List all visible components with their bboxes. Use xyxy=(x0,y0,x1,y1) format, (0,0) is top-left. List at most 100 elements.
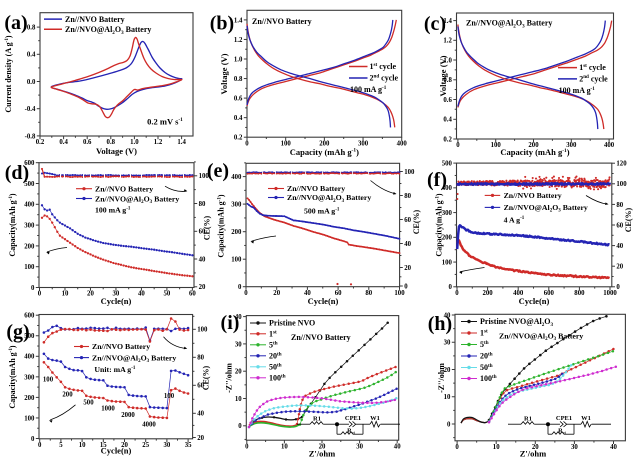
svg-text:1.0: 1.0 xyxy=(234,56,243,63)
svg-text:500: 500 xyxy=(24,333,35,340)
svg-text:40: 40 xyxy=(616,243,623,250)
svg-text:300: 300 xyxy=(24,374,35,381)
svg-text:1000: 1000 xyxy=(101,406,115,413)
svg-text:0: 0 xyxy=(38,291,42,298)
svg-text:1st: 1st xyxy=(269,329,277,338)
svg-text:80: 80 xyxy=(197,355,204,362)
svg-text:600: 600 xyxy=(24,160,35,167)
svg-text:100: 100 xyxy=(281,140,292,147)
svg-text:4 A g-1: 4 A g-1 xyxy=(504,215,525,224)
svg-text:20th: 20th xyxy=(480,352,493,361)
svg-text:60: 60 xyxy=(189,291,196,298)
svg-text:120: 120 xyxy=(616,161,627,168)
svg-text:80: 80 xyxy=(616,202,623,209)
svg-text:300: 300 xyxy=(566,142,577,149)
svg-text:Zn//NVO@Al2O3 Battery: Zn//NVO@Al2O3 Battery xyxy=(287,193,371,204)
svg-text:10: 10 xyxy=(79,442,86,449)
svg-text:2nd cycle: 2nd cycle xyxy=(370,74,399,83)
svg-text:Voltage (V): Voltage (V) xyxy=(438,55,448,96)
svg-text:Zn//NVO@Al2O3 Battery: Zn//NVO@Al2O3 Battery xyxy=(95,194,179,205)
svg-text:500 mA g-1: 500 mA g-1 xyxy=(304,207,340,216)
svg-text:500: 500 xyxy=(24,181,35,188)
svg-text:0: 0 xyxy=(456,142,460,149)
svg-text:80: 80 xyxy=(404,193,411,200)
svg-text:10: 10 xyxy=(444,394,451,401)
svg-text:40: 40 xyxy=(304,290,311,297)
svg-text:400: 400 xyxy=(231,174,242,181)
svg-text:100: 100 xyxy=(404,169,415,176)
svg-text:20th: 20th xyxy=(269,351,282,360)
svg-text:Voltage (V): Voltage (V) xyxy=(96,146,137,156)
svg-text:60: 60 xyxy=(404,217,411,224)
svg-text:200: 200 xyxy=(528,142,539,149)
svg-text:Unit: mA g-1: Unit: mA g-1 xyxy=(94,365,135,374)
svg-text:Cycle(n): Cycle(n) xyxy=(101,296,132,306)
svg-text:CPE1: CPE1 xyxy=(345,415,361,422)
svg-text:100: 100 xyxy=(231,257,242,264)
svg-text:Zn//NVO@Al2O3 Battery: Zn//NVO@Al2O3 Battery xyxy=(466,19,552,30)
svg-text:0: 0 xyxy=(404,283,408,290)
svg-text:(h): (h) xyxy=(428,313,452,335)
svg-text:Pristine NVO: Pristine NVO xyxy=(269,319,315,328)
svg-text:800: 800 xyxy=(574,290,585,297)
svg-text:W1: W1 xyxy=(581,415,591,422)
svg-text:(d): (d) xyxy=(5,162,29,184)
svg-text:50: 50 xyxy=(164,291,171,298)
svg-text:Cycle(n): Cycle(n) xyxy=(101,446,132,456)
svg-text:30: 30 xyxy=(356,443,363,450)
svg-text:80: 80 xyxy=(365,290,372,297)
svg-text:100: 100 xyxy=(43,377,54,384)
svg-text:Rct: Rct xyxy=(347,427,355,434)
svg-text:0: 0 xyxy=(244,290,248,297)
svg-text:10: 10 xyxy=(62,291,69,298)
svg-text:1st: 1st xyxy=(480,329,488,338)
svg-text:60: 60 xyxy=(197,383,204,390)
svg-text:5: 5 xyxy=(59,442,63,449)
svg-text:(g): (g) xyxy=(6,321,29,343)
svg-text:0: 0 xyxy=(245,140,249,147)
svg-text:10: 10 xyxy=(281,443,288,450)
svg-text:400: 400 xyxy=(513,290,524,297)
svg-text:Cycle(n): Cycle(n) xyxy=(519,296,550,306)
svg-text:300: 300 xyxy=(24,223,35,230)
svg-text:CPE1: CPE1 xyxy=(556,415,572,422)
svg-text:Zn//NVO Battery: Zn//NVO Battery xyxy=(287,184,345,193)
svg-text:Z'/ohm: Z'/ohm xyxy=(309,449,335,459)
svg-text:1.4: 1.4 xyxy=(234,17,243,24)
svg-text:40: 40 xyxy=(444,312,451,319)
svg-text:10: 10 xyxy=(493,444,500,451)
svg-text:Zn//NVO@Al2O3 Battery: Zn//NVO@Al2O3 Battery xyxy=(65,25,151,36)
svg-text:Zn//NVO Battery: Zn//NVO Battery xyxy=(291,333,351,342)
svg-text:0.8: 0.8 xyxy=(443,77,452,84)
svg-text:0.6: 0.6 xyxy=(83,139,92,146)
svg-text:400: 400 xyxy=(442,185,453,192)
svg-text:0.2: 0.2 xyxy=(443,136,452,143)
svg-text:0: 0 xyxy=(31,285,35,292)
svg-text:100: 100 xyxy=(394,290,405,297)
svg-text:-Z''/ohm: -Z''/ohm xyxy=(437,363,446,393)
svg-text:0.4: 0.4 xyxy=(234,115,243,122)
svg-text:100 mA g-1: 100 mA g-1 xyxy=(95,206,131,215)
svg-text:20: 20 xyxy=(532,444,539,451)
svg-text:500: 500 xyxy=(442,161,453,168)
svg-text:Pristine NVO@Al2O3: Pristine NVO@Al2O3 xyxy=(480,317,554,328)
svg-text:4000: 4000 xyxy=(142,422,156,429)
svg-text:300: 300 xyxy=(231,202,242,209)
svg-text:-0.4: -0.4 xyxy=(25,106,36,113)
svg-text:1.4: 1.4 xyxy=(443,18,452,25)
svg-text:Rct: Rct xyxy=(558,427,566,434)
svg-text:0: 0 xyxy=(31,436,35,443)
svg-text:100th: 100th xyxy=(480,374,497,383)
svg-text:0.8: 0.8 xyxy=(27,25,36,32)
svg-text:Zn//NVO Battery: Zn//NVO Battery xyxy=(252,17,312,26)
svg-text:1st cycle: 1st cycle xyxy=(370,62,397,71)
svg-text:0.6: 0.6 xyxy=(234,96,243,103)
svg-text:W1: W1 xyxy=(370,415,380,422)
svg-text:2nd cycle: 2nd cycle xyxy=(579,74,608,83)
svg-text:(b): (b) xyxy=(210,13,234,35)
svg-text:60: 60 xyxy=(199,229,206,236)
svg-text:R1: R1 xyxy=(313,415,321,422)
svg-text:400: 400 xyxy=(397,140,408,147)
svg-text:600: 600 xyxy=(544,290,555,297)
svg-text:40: 40 xyxy=(138,291,145,298)
